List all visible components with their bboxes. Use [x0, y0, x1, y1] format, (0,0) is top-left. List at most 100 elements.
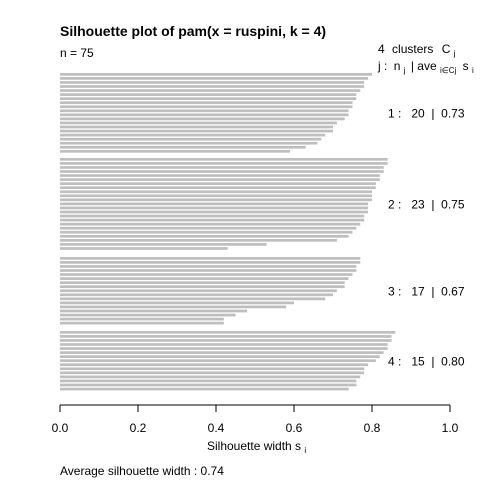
silhouette-bar-cluster-3 [60, 317, 224, 321]
silhouette-bar-cluster-1 [60, 125, 333, 129]
header-s: s [463, 59, 469, 73]
silhouette-bar-cluster-3 [60, 281, 345, 284]
silhouette-bar-cluster-4 [60, 387, 349, 391]
silhouette-bar-cluster-4 [60, 371, 365, 375]
clusters-count: 4 [378, 42, 385, 56]
silhouette-bar-cluster-1 [60, 105, 353, 109]
silhouette-bar-cluster-2 [60, 230, 353, 234]
silhouette-bar-cluster-1 [60, 121, 337, 125]
silhouette-bar-cluster-3 [60, 273, 353, 276]
silhouette-bar-cluster-4 [60, 363, 369, 367]
silhouette-bar-cluster-3 [60, 285, 345, 289]
silhouette-bar-cluster-3 [60, 301, 294, 305]
silhouette-bar-cluster-4 [60, 339, 392, 342]
clusters-word: clusters [392, 42, 433, 56]
silhouette-bar-cluster-1 [60, 73, 372, 76]
x-axis-label-sub: i [304, 446, 306, 455]
silhouette-bar-cluster-2 [60, 186, 376, 190]
n-label: n = 75 [60, 46, 94, 60]
silhouette-bar-cluster-4 [60, 347, 388, 350]
silhouette-bar-cluster-4 [60, 379, 357, 383]
silhouette-bar-cluster-1 [60, 97, 357, 100]
header-ave: | ave [411, 59, 437, 73]
x-tick-label: 0.4 [208, 421, 225, 435]
silhouette-bar-cluster-2 [60, 162, 388, 165]
chart-title: Silhouette plot of pam(x = ruspini, k = … [60, 23, 326, 39]
silhouette-bar-cluster-1 [60, 93, 357, 96]
silhouette-bar-cluster-2 [60, 210, 369, 214]
average-silhouette-width: Average silhouette width : 0.74 [60, 464, 224, 478]
silhouette-bar-cluster-2 [60, 202, 369, 206]
silhouette-bar-cluster-3 [60, 297, 326, 301]
cluster-column-header: j : n j | ave i∈Cj s i [377, 59, 474, 76]
clusters-symbol: C [442, 42, 451, 56]
cluster-label-1: 1 : 20 | 0.73 [388, 107, 465, 121]
silhouette-bar-cluster-3 [60, 277, 349, 280]
header-n: n [394, 59, 401, 73]
silhouette-bar-cluster-1 [60, 81, 365, 84]
silhouette-bar-cluster-1 [60, 89, 361, 92]
silhouette-bar-cluster-2 [60, 198, 372, 202]
silhouette-bar-cluster-2 [60, 190, 372, 194]
header-n-sub: j [403, 66, 406, 75]
x-tick-label: 0.2 [130, 421, 147, 435]
silhouette-bar-cluster-2 [60, 243, 267, 246]
silhouette-bar-cluster-4 [60, 343, 388, 346]
silhouette-bar-cluster-2 [60, 226, 357, 230]
header-s-sub: i [472, 66, 474, 75]
silhouette-bar-cluster-3 [60, 269, 357, 272]
silhouette-bar-cluster-2 [60, 182, 376, 185]
silhouette-bar-cluster-3 [60, 321, 224, 325]
silhouette-bar-cluster-2 [60, 239, 337, 242]
silhouette-bar-cluster-1 [60, 137, 322, 141]
cluster-label-3: 3 : 17 | 0.67 [388, 284, 465, 298]
silhouette-bar-cluster-3 [60, 313, 236, 317]
silhouette-bar-cluster-3 [60, 257, 361, 260]
silhouette-bar-cluster-2 [60, 247, 228, 250]
silhouette-bar-cluster-4 [60, 375, 361, 379]
silhouette-bar-cluster-4 [60, 331, 396, 334]
silhouette-bar-cluster-1 [60, 113, 349, 117]
x-axis-label: Silhouette width s i [207, 439, 306, 455]
cluster-labels: 1 : 20 | 0.73 2 : 23 | 0.75 3 : 17 | 0.67 4… [388, 107, 465, 369]
silhouette-bar-cluster-1 [60, 101, 353, 105]
silhouette-bar-cluster-3 [60, 289, 337, 293]
silhouette-bar-cluster-3 [60, 309, 248, 313]
silhouette-bar-cluster-3 [60, 305, 287, 309]
silhouette-bar-cluster-4 [60, 367, 365, 371]
silhouette-bar-cluster-2 [60, 158, 388, 161]
silhouette-bar-cluster-1 [60, 133, 326, 137]
silhouette-bar-cluster-1 [60, 141, 318, 145]
x-axis-ticks: 0.0 0.2 0.4 0.6 0.8 1.0 [52, 405, 459, 435]
silhouette-bar-cluster-1 [60, 109, 349, 113]
clusters-header: 4 clusters C j [378, 42, 456, 58]
silhouette-bar-cluster-4 [60, 351, 384, 354]
silhouette-bar-cluster-3 [60, 261, 361, 264]
silhouette-bar-cluster-1 [60, 117, 345, 121]
silhouette-bar-cluster-2 [60, 170, 384, 173]
silhouette-bar-cluster-4 [60, 355, 380, 358]
silhouette-bar-cluster-2 [60, 234, 349, 238]
silhouette-bar-cluster-2 [60, 178, 380, 181]
x-tick-label: 1.0 [442, 421, 459, 435]
x-tick-label: 0.6 [286, 421, 303, 435]
silhouette-bar-cluster-4 [60, 359, 376, 363]
silhouette-bar-cluster-1 [60, 85, 365, 88]
silhouette-bar-cluster-2 [60, 222, 361, 226]
x-tick-label: 0.8 [364, 421, 381, 435]
silhouette-bar-cluster-1 [60, 145, 306, 149]
silhouette-bar-cluster-2 [60, 174, 380, 177]
header-ave-sub: i∈Cj [440, 66, 457, 75]
x-axis-label-text: Silhouette width s [207, 439, 301, 453]
silhouette-bar-cluster-4 [60, 383, 357, 387]
clusters-symbol-sub: j [453, 49, 456, 58]
cluster-label-4: 4 : 15 | 0.80 [388, 354, 465, 368]
silhouette-bar-cluster-1 [60, 149, 291, 153]
x-tick-label: 0.0 [52, 421, 69, 435]
silhouette-bars [60, 73, 396, 391]
silhouette-bar-cluster-3 [60, 265, 357, 268]
silhouette-bar-cluster-2 [60, 214, 365, 218]
silhouette-bar-cluster-2 [60, 194, 372, 198]
silhouette-bar-cluster-2 [60, 166, 384, 169]
